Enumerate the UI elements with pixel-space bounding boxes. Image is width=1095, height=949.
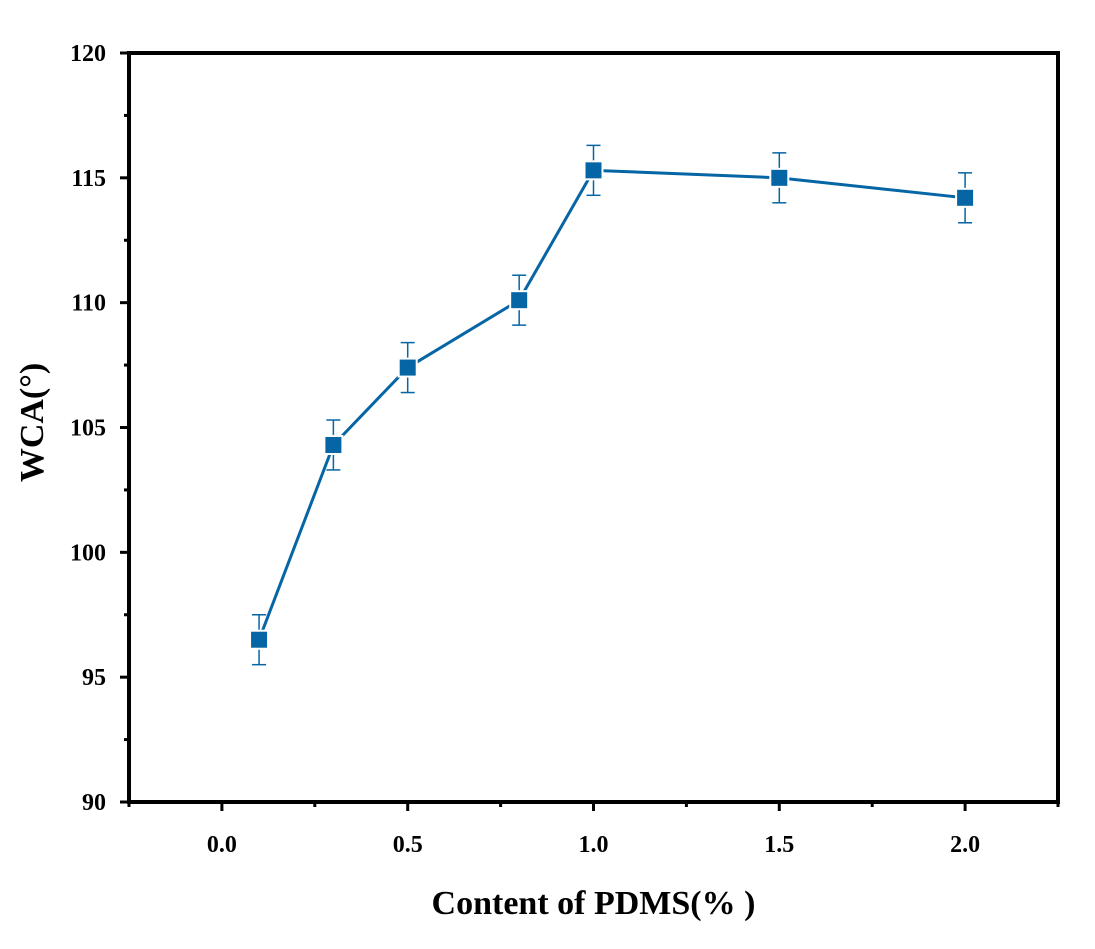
data-series <box>249 144 976 666</box>
x-tick-label: 2.0 <box>950 832 980 858</box>
data-point <box>583 160 604 181</box>
y-axis-ticks: 90 95 100 105 110 115 120 <box>70 41 129 816</box>
data-point <box>509 290 530 311</box>
y-tick-label: 95 <box>82 665 106 691</box>
y-tick-label: 100 <box>70 540 106 566</box>
data-point <box>955 187 976 208</box>
y-axis-title: WCA(°) <box>14 363 51 482</box>
x-tick-label: 1.5 <box>764 832 794 858</box>
x-tick-label: 0.0 <box>207 832 237 858</box>
y-tick-label: 120 <box>70 41 106 67</box>
y-tick-label: 110 <box>71 291 106 317</box>
y-tick-label: 90 <box>82 790 106 816</box>
y-tick-label: 105 <box>70 416 106 442</box>
x-axis-ticks: 0.0 0.5 1.0 1.5 2.0 <box>127 802 1060 858</box>
x-axis-title: Content of PDMS(% ) <box>432 885 756 922</box>
x-tick-label: 0.5 <box>393 832 423 858</box>
y-tick-label: 115 <box>71 166 106 192</box>
series-line <box>257 168 966 641</box>
data-point <box>323 434 344 455</box>
data-point <box>397 357 418 378</box>
x-tick-label: 1.0 <box>579 832 609 858</box>
data-point <box>769 167 790 188</box>
data-point <box>249 629 270 650</box>
